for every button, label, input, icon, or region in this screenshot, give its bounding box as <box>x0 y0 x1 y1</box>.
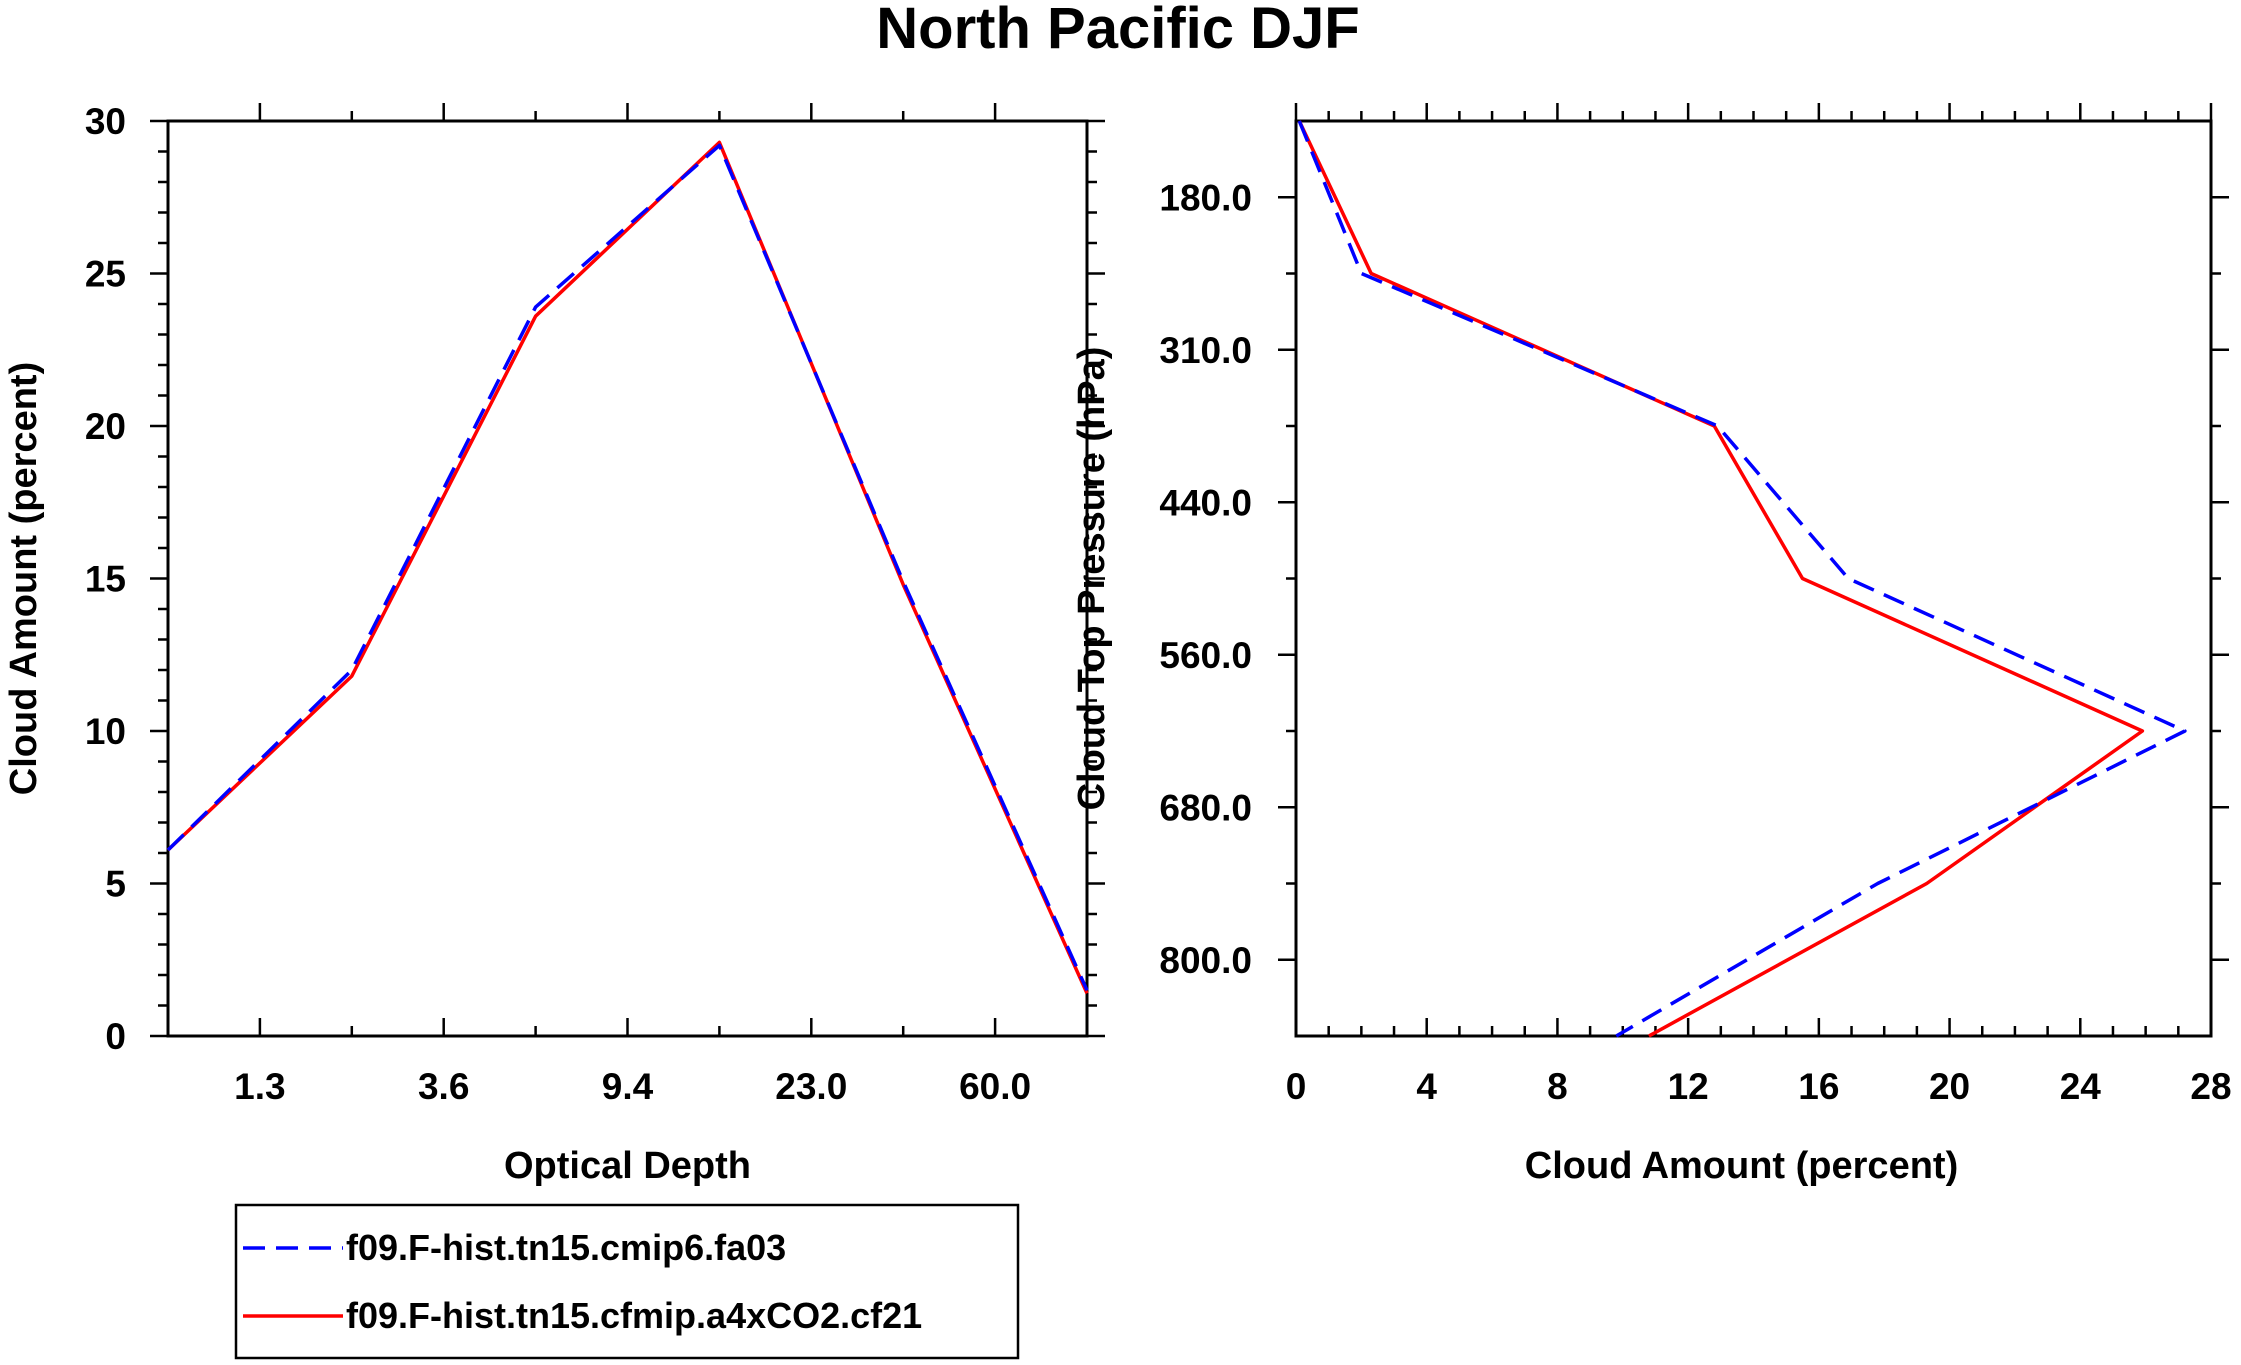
panel2-x-axis-label: Cloud Amount (percent) <box>1525 1145 1958 1187</box>
legend: f09.F-hist.tn15.cmip6.fa03 f09.F-hist.tn… <box>234 1203 1020 1360</box>
x-tick-label: 1.3 <box>234 1066 285 1107</box>
y-tick-label: 30 <box>85 101 126 142</box>
figure-title: North Pacific DJF <box>876 0 1359 61</box>
panel2-tick-labels: 0 4 8 12 16 20 24 28 180.0 310.0 440.0 560.0 680.0 80… <box>1159 177 2231 1107</box>
y-tick-label: 440.0 <box>1159 482 1252 523</box>
panel1-tick-labels: 1.3 3.6 9.4 23.0 60.0 0 5 10 15 20 25 30 <box>85 101 1031 1107</box>
x-tick-label: 9.4 <box>602 1066 654 1107</box>
y-tick-label: 0 <box>105 1016 126 1057</box>
y-tick-label: 15 <box>85 559 126 600</box>
cloud-top-pressure-panel: 0 4 8 12 16 20 24 28 180.0 310.0 440.0 560.0 680.0 80… <box>1071 103 2232 1187</box>
optical-depth-panel: 1.3 3.6 9.4 23.0 60.0 0 5 10 15 20 25 30 Optical De… <box>3 101 1105 1187</box>
legend-label-cmip6: f09.F-hist.tn15.cmip6.fa03 <box>346 1227 786 1268</box>
y-tick-label: 310.0 <box>1159 330 1252 371</box>
y-tick-label: 25 <box>85 254 126 295</box>
panel2-frame <box>1294 119 2213 1038</box>
x-tick-label: 12 <box>1668 1066 1709 1107</box>
series-line-cmip6 <box>1297 120 2187 1038</box>
y-tick-label: 5 <box>105 864 126 905</box>
panel1-frame <box>166 119 1089 1038</box>
y-tick-label: 180.0 <box>1159 177 1252 218</box>
legend-box <box>234 1203 1020 1360</box>
series-line-a4xco2 <box>1297 120 2145 1038</box>
y-tick-label: 10 <box>85 711 126 752</box>
panel2-ticks <box>1278 103 2229 1036</box>
y-tick-label: 20 <box>85 406 126 447</box>
x-tick-label: 20 <box>1929 1066 1970 1107</box>
x-tick-label: 3.6 <box>418 1066 469 1107</box>
panel1-series <box>166 140 1089 995</box>
y-tick-label: 560.0 <box>1159 635 1252 676</box>
y-tick-label: 800.0 <box>1159 940 1252 981</box>
series-line-cmip6 <box>166 143 1089 992</box>
y-tick-label: 680.0 <box>1159 787 1252 828</box>
x-tick-label: 60.0 <box>959 1066 1031 1107</box>
x-tick-label: 8 <box>1547 1066 1568 1107</box>
x-tick-label: 4 <box>1416 1066 1437 1107</box>
legend-label-a4xco2: f09.F-hist.tn15.cfmip.a4xCO2.cf21 <box>346 1295 922 1336</box>
panel1-ticks <box>150 103 1105 1038</box>
x-tick-label: 24 <box>2060 1066 2102 1107</box>
x-tick-label: 23.0 <box>775 1066 847 1107</box>
panel2-y-axis-label: Cloud Top Pressure (hPa) <box>1071 347 1113 811</box>
x-tick-label: 0 <box>1286 1066 1307 1107</box>
x-tick-label: 16 <box>1798 1066 1839 1107</box>
panel2-series <box>1297 120 2187 1038</box>
series-line-a4xco2 <box>166 140 1089 995</box>
panel1-x-axis-label: Optical Depth <box>504 1145 751 1187</box>
x-tick-label: 28 <box>2190 1066 2231 1107</box>
panel1-y-axis-label: Cloud Amount (percent) <box>3 362 45 795</box>
